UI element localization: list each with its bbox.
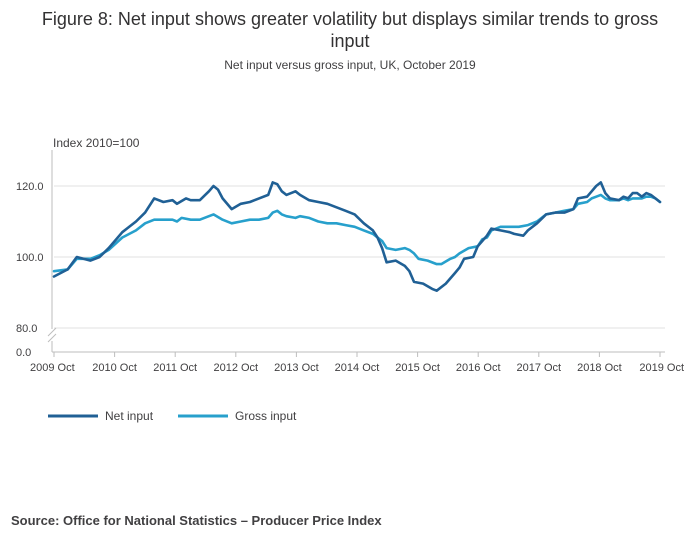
axis-break-mark — [47, 333, 57, 343]
legend: Net input Gross input — [48, 409, 297, 423]
y-tick-label: 0.0 — [16, 347, 31, 359]
x-tick-label: 2013 Oct — [274, 362, 319, 374]
x-tick-label: 2016 Oct — [456, 362, 501, 374]
chart-title: Figure 8: Net input shows greater volati… — [41, 9, 659, 51]
series-line-net-input — [52, 181, 662, 293]
x-tick-label: 2012 Oct — [213, 362, 258, 374]
x-tick-label: 2009 Oct — [30, 362, 75, 374]
x-tick-label: 2015 Oct — [395, 362, 440, 374]
chart-subtitle: Net input versus gross input, UK, Octobe… — [224, 58, 476, 72]
x-tick-label: 2017 Oct — [516, 362, 561, 374]
y-axis-label: Index 2010=100 — [53, 136, 140, 150]
x-tick-label: 2010 Oct — [92, 362, 137, 374]
legend-net-input-label: Net input — [105, 409, 154, 423]
source-note: Source: Office for National Statistics –… — [11, 513, 382, 528]
x-tick-label: 2011 Oct — [153, 362, 197, 374]
x-tick-label: 2014 Oct — [335, 362, 380, 374]
series — [52, 181, 662, 293]
series-line-gross-input — [52, 193, 662, 273]
x-tick-label: 2019 Oct — [639, 362, 684, 374]
x-tick-label: 2018 Oct — [577, 362, 622, 374]
y-tick-label: 80.0 — [16, 323, 37, 335]
axis-break-mark — [47, 327, 57, 337]
legend-gross-input-label: Gross input — [235, 409, 297, 423]
axes: 0.0 80.0 100.0 120.0 2009 Oct 2010 Oct 2011 Oc… — [16, 150, 684, 374]
y-tick-label: 120.0 — [16, 181, 44, 193]
y-tick-label: 100.0 — [16, 252, 44, 264]
